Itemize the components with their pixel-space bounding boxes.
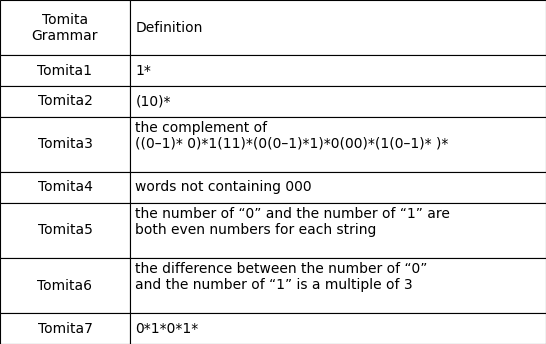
Bar	[0, 0, 130, 55]
Bar	[130, 0, 546, 55]
Bar	[0, 172, 130, 203]
Bar	[130, 117, 546, 172]
Bar	[0, 258, 130, 313]
Bar	[0, 55, 130, 86]
Bar	[0, 313, 130, 344]
Text: Tomita4: Tomita4	[38, 180, 92, 194]
Text: Tomita5: Tomita5	[38, 223, 92, 237]
Text: the number of “0” and the number of “1” are
both even numbers for each string: the number of “0” and the number of “1” …	[135, 207, 450, 237]
Bar	[130, 258, 546, 313]
Bar	[130, 313, 546, 344]
Bar	[0, 203, 130, 258]
Text: 0*1*0*1*: 0*1*0*1*	[135, 322, 199, 336]
Text: Tomita6: Tomita6	[38, 279, 92, 293]
Bar	[0, 86, 130, 117]
Text: Tomita1: Tomita1	[38, 64, 92, 78]
Bar	[130, 172, 546, 203]
Text: 1*: 1*	[135, 64, 151, 78]
Text: the complement of
((0–1)* 0)*1(11)*(0(0–1)*1)*0(00)*(1(0–1)* )*: the complement of ((0–1)* 0)*1(11)*(0(0–…	[135, 121, 449, 151]
Text: words not containing 000: words not containing 000	[135, 180, 312, 194]
Text: (10)*: (10)*	[135, 94, 171, 108]
Bar	[130, 203, 546, 258]
Bar	[130, 86, 546, 117]
Text: the difference between the number of “0”
and the number of “1” is a multiple of : the difference between the number of “0”…	[135, 262, 428, 292]
Bar	[0, 117, 130, 172]
Text: Tomita
Grammar: Tomita Grammar	[32, 13, 98, 43]
Text: Tomita3: Tomita3	[38, 137, 92, 151]
Text: Tomita7: Tomita7	[38, 322, 92, 336]
Text: Definition: Definition	[135, 21, 203, 35]
Text: Tomita2: Tomita2	[38, 94, 92, 108]
Bar	[130, 55, 546, 86]
